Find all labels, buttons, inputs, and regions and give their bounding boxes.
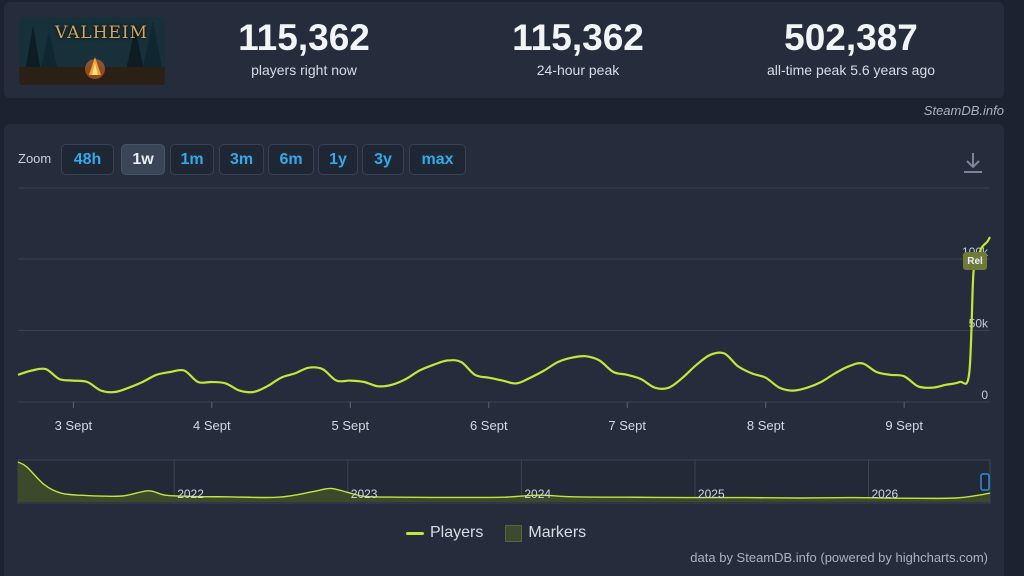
- zoom-max-button[interactable]: max: [409, 144, 466, 175]
- x-tick-label: 5 Sept: [332, 418, 370, 433]
- release-annotation-box[interactable]: [963, 252, 987, 270]
- players-series-line[interactable]: [17, 236, 991, 394]
- stat-all-time-peak-label: all-time peak 5.6 years ago: [766, 62, 936, 78]
- x-tick-label: 9 Sept: [885, 418, 923, 433]
- legend-players-label: Players: [430, 524, 484, 541]
- zoom-3y-button[interactable]: 3y: [362, 144, 404, 175]
- release-annotation-label: Rel: [967, 256, 983, 267]
- chart-legend: Players Markers: [406, 521, 608, 545]
- game-logo-text: VALHEIM: [55, 23, 149, 43]
- zoom-label: Zoom: [18, 151, 52, 166]
- x-tick-label: 3 Sept: [55, 418, 93, 433]
- navigator-year-label: 2024: [524, 487, 551, 501]
- zoom-3m-button[interactable]: 3m: [219, 144, 264, 175]
- stat-24h-peak: 115,362 24-hour peak: [468, 17, 688, 79]
- zoom-48h-button[interactable]: 48h: [61, 144, 114, 175]
- navigator-series-area: [18, 462, 990, 502]
- game-thumbnail[interactable]: VALHEIM: [19, 17, 165, 85]
- stat-all-time-peak-value: 502,387: [784, 17, 918, 58]
- x-tick-label: 8 Sept: [747, 418, 785, 433]
- markers-legend-swatch: [505, 524, 523, 542]
- navigator-range-handle[interactable]: [980, 473, 990, 491]
- y-tick-label: 0: [981, 388, 988, 402]
- forest-artwork-icon: [19, 17, 165, 85]
- stat-current-label: players right now: [251, 62, 357, 78]
- steamdb-credit-link[interactable]: SteamDB.info: [923, 103, 1004, 118]
- zoom-6m-button[interactable]: 6m: [268, 144, 314, 175]
- navigator-year-label: 2026: [872, 487, 899, 501]
- stat-all-time-peak: 502,387 all-time peak 5.6 years ago: [741, 17, 961, 79]
- navigator-year-label: 2025: [698, 487, 725, 501]
- legend-item-players[interactable]: Players: [406, 524, 483, 542]
- navigator-year-label: 2022: [177, 487, 204, 501]
- stat-current-players: 115,362 players right now: [194, 17, 414, 79]
- download-icon[interactable]: [960, 150, 986, 176]
- release-annotation[interactable]: Rel: [963, 252, 987, 270]
- navigator-year-label: 2023: [351, 487, 378, 501]
- x-tick-label: 6 Sept: [470, 418, 508, 433]
- x-tick-label: 7 Sept: [608, 418, 646, 433]
- stat-24h-peak-label: 24-hour peak: [536, 62, 620, 78]
- stats-panel: VALHEIM 115,362 players right now 115,36…: [4, 2, 1004, 98]
- y-tick-label: 50k: [969, 317, 989, 331]
- zoom-1y-button[interactable]: 1y: [318, 144, 358, 175]
- x-tick-label: 4 Sept: [193, 418, 231, 433]
- navigator[interactable]: 2022 2023 2024 2025 2026: [17, 459, 991, 504]
- legend-item-markers[interactable]: Markers: [505, 524, 586, 542]
- stat-current-value: 115,362: [238, 17, 370, 58]
- zoom-1w-button[interactable]: 1w: [121, 144, 165, 175]
- legend-markers-label: Markers: [528, 524, 587, 541]
- stat-24h-peak-value: 115,362: [512, 17, 644, 58]
- players-legend-swatch: [406, 531, 424, 535]
- footer-credit: data by SteamDB.info (powered by highcha…: [690, 550, 988, 565]
- navigator-series-line: [17, 461, 991, 500]
- zoom-1m-button[interactable]: 1m: [170, 144, 214, 175]
